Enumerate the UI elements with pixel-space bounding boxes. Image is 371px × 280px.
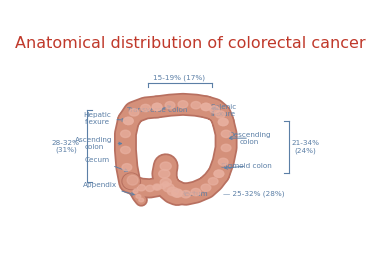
Text: Appendix: Appendix — [82, 181, 134, 195]
Text: Ascending
colon: Ascending colon — [75, 137, 122, 150]
Ellipse shape — [124, 117, 133, 125]
Ellipse shape — [165, 102, 175, 109]
Ellipse shape — [152, 103, 162, 111]
Ellipse shape — [122, 164, 132, 171]
Ellipse shape — [159, 170, 170, 178]
Ellipse shape — [163, 184, 174, 192]
Text: Hepatic
flexure: Hepatic flexure — [83, 112, 125, 125]
Ellipse shape — [218, 118, 228, 126]
Text: Splenic
flexure: Splenic flexure — [210, 104, 236, 117]
Ellipse shape — [129, 109, 139, 116]
Ellipse shape — [201, 184, 211, 192]
Ellipse shape — [124, 117, 133, 125]
Ellipse shape — [181, 191, 191, 198]
Ellipse shape — [121, 130, 130, 137]
Ellipse shape — [121, 146, 130, 154]
Ellipse shape — [167, 187, 178, 196]
Ellipse shape — [201, 103, 211, 111]
Ellipse shape — [160, 178, 171, 186]
Ellipse shape — [218, 118, 228, 126]
Ellipse shape — [123, 174, 139, 189]
Ellipse shape — [216, 111, 225, 118]
Ellipse shape — [201, 103, 211, 111]
Text: Anatomical distribution of colorectal cancer: Anatomical distribution of colorectal ca… — [15, 36, 365, 51]
Text: — 25-32% (28%): — 25-32% (28%) — [223, 190, 285, 197]
Ellipse shape — [178, 101, 188, 108]
Ellipse shape — [122, 173, 140, 190]
Ellipse shape — [153, 184, 161, 190]
Ellipse shape — [218, 158, 228, 165]
Ellipse shape — [146, 185, 154, 192]
Text: Transverse colon: Transverse colon — [127, 106, 187, 113]
Ellipse shape — [221, 130, 231, 137]
Ellipse shape — [136, 195, 141, 198]
Ellipse shape — [214, 170, 224, 178]
Ellipse shape — [139, 198, 144, 202]
Ellipse shape — [127, 175, 138, 185]
Text: 28-32%
(31%): 28-32% (31%) — [52, 140, 80, 153]
Ellipse shape — [221, 144, 231, 151]
Ellipse shape — [210, 106, 220, 113]
Ellipse shape — [154, 185, 160, 190]
Ellipse shape — [191, 188, 201, 196]
Ellipse shape — [152, 103, 162, 111]
Ellipse shape — [141, 104, 151, 112]
Ellipse shape — [130, 183, 138, 189]
Text: Cecum: Cecum — [84, 157, 128, 172]
Text: 15-19% (17%): 15-19% (17%) — [152, 75, 205, 81]
Ellipse shape — [172, 190, 182, 197]
Text: 21-34%
(24%): 21-34% (24%) — [291, 140, 319, 153]
Ellipse shape — [132, 184, 137, 187]
Ellipse shape — [208, 178, 218, 185]
Ellipse shape — [160, 184, 166, 189]
Ellipse shape — [133, 190, 138, 193]
Ellipse shape — [125, 179, 134, 186]
Text: Descending
colon: Descending colon — [228, 132, 270, 145]
Ellipse shape — [191, 102, 201, 109]
Ellipse shape — [137, 185, 145, 191]
Ellipse shape — [214, 170, 224, 178]
Text: Sigmoid colon: Sigmoid colon — [221, 163, 272, 169]
Ellipse shape — [125, 179, 135, 186]
Ellipse shape — [172, 189, 183, 197]
Ellipse shape — [160, 162, 171, 170]
Text: Rectum: Rectum — [175, 190, 208, 197]
Ellipse shape — [162, 182, 169, 186]
